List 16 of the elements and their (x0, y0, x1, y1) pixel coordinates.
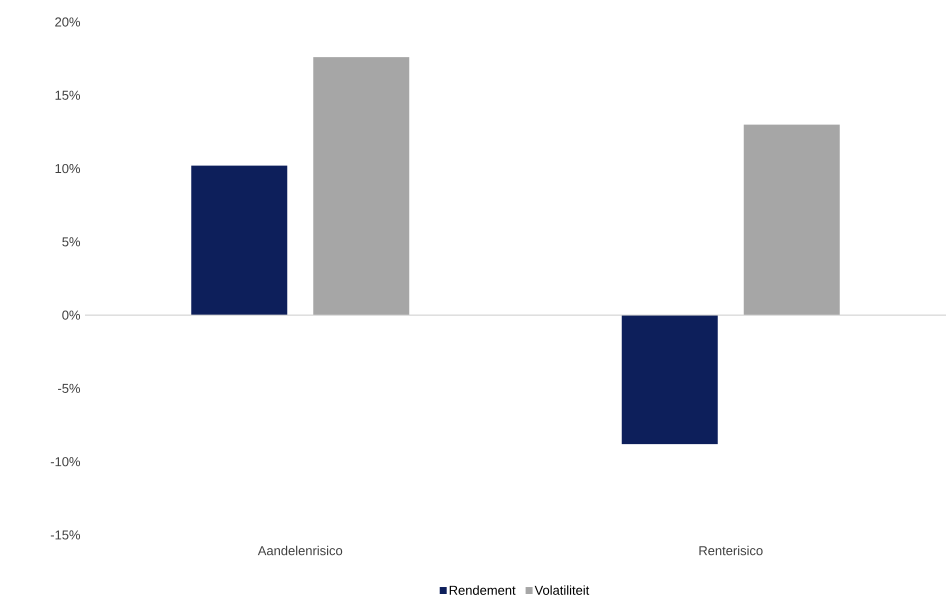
y-tick-label: -10% (50, 457, 80, 466)
bar (313, 57, 410, 316)
legend-label: Rendement (450, 585, 516, 595)
y-tick-label: 0% (62, 310, 80, 320)
legend-label: Volatiliteit (534, 585, 590, 595)
x-tick-label: Renterisico (699, 546, 763, 556)
y-tick-label: 5% (62, 237, 80, 246)
bar (191, 166, 288, 316)
y-tick-label: -5% (58, 384, 80, 393)
x-tick-label: Aandelenrisico (258, 546, 342, 556)
y-tick-label: 20% (55, 17, 80, 27)
bar (744, 124, 840, 316)
y-tick-label: 10% (56, 164, 80, 174)
bar (622, 315, 718, 444)
y-tick-label: -15% (50, 530, 80, 540)
y-tick-label: 15% (56, 90, 80, 100)
